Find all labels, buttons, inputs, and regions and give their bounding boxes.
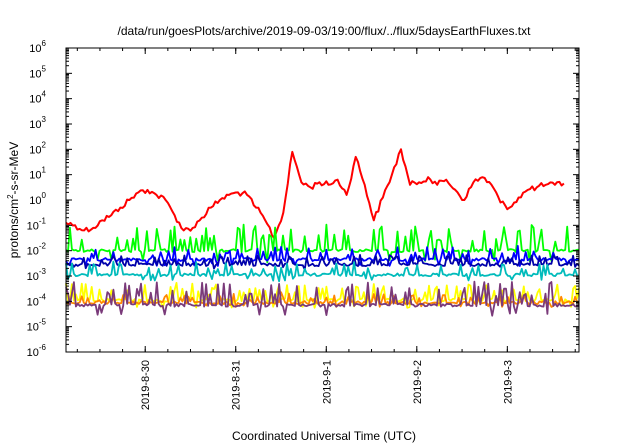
y-tick-label: 100 bbox=[29, 191, 46, 207]
y-tick-exponent: -5 bbox=[39, 318, 47, 327]
y-tick-exponent: 1 bbox=[42, 166, 47, 175]
y-tick-exponent: 5 bbox=[42, 64, 47, 73]
x-axis-label: Coordinated Universal Time (UTC) bbox=[232, 429, 416, 443]
y-tick-label: 102 bbox=[29, 140, 46, 156]
y-tick-exponent: 3 bbox=[42, 115, 47, 124]
y-tick-label: 10-1 bbox=[27, 216, 47, 232]
y-tick-exponent: 2 bbox=[42, 140, 47, 149]
x-tick-label: 2019-9-1 bbox=[321, 360, 333, 404]
y-tick-label: 101 bbox=[29, 166, 46, 182]
series-layer bbox=[65, 148, 580, 317]
y-tick-base: 10 bbox=[29, 170, 41, 182]
x-tick-label: 2019-9-3 bbox=[502, 360, 514, 404]
y-tick-base: 10 bbox=[29, 144, 41, 156]
y-axis-label-rest: -s-sr-MeV bbox=[7, 142, 21, 195]
y-tick-label: 10-2 bbox=[27, 242, 47, 258]
y-tick-base: 10 bbox=[29, 43, 41, 55]
y-axis-ticks: 10-610-510-410-310-210-11001011021031041… bbox=[27, 39, 579, 359]
y-tick-base: 10 bbox=[27, 246, 39, 258]
series-line-8 bbox=[65, 280, 580, 317]
y-tick-base: 10 bbox=[29, 94, 41, 106]
series-line-7 bbox=[65, 291, 580, 308]
y-tick-label: 105 bbox=[29, 64, 46, 80]
y-tick-base: 10 bbox=[27, 322, 39, 334]
y-tick-base: 10 bbox=[27, 296, 39, 308]
y-tick-exponent: 4 bbox=[42, 90, 47, 99]
y-tick-label: 10-5 bbox=[27, 318, 47, 334]
y-tick-base: 10 bbox=[29, 68, 41, 80]
chart-title: /data/run/goesPlots/archive/2019-09-03/1… bbox=[118, 24, 532, 38]
y-tick-exponent: -3 bbox=[39, 267, 47, 276]
y-tick-label: 106 bbox=[29, 39, 46, 55]
series-line-2 bbox=[65, 223, 579, 264]
x-tick-label: 2019-9-2 bbox=[412, 360, 424, 404]
y-axis-label: protons/cm2-s-sr-MeV bbox=[6, 142, 21, 258]
y-axis-label-main: protons/cm bbox=[7, 199, 21, 258]
series-line-1 bbox=[65, 148, 565, 239]
x-tick-label: 2019-8-30 bbox=[140, 360, 152, 410]
y-tick-label: 10-4 bbox=[27, 292, 47, 308]
y-tick-base: 10 bbox=[27, 271, 39, 283]
series-line-5 bbox=[65, 260, 580, 283]
y-tick-label: 104 bbox=[29, 90, 46, 106]
x-tick-label: 2019-8-31 bbox=[231, 360, 243, 410]
y-tick-base: 10 bbox=[27, 347, 39, 359]
x-axis-ticks: 2019-8-30 2019-8-31 2019-9-1 2019-9-2 2019-9… bbox=[76, 48, 576, 410]
y-tick-label: 10-6 bbox=[27, 343, 47, 359]
y-tick-exponent: -4 bbox=[39, 292, 47, 301]
y-tick-base: 10 bbox=[29, 195, 41, 207]
y-axis-label-sup: 2 bbox=[6, 194, 15, 199]
series-line-4 bbox=[65, 254, 580, 271]
y-tick-base: 10 bbox=[29, 119, 41, 131]
y-tick-exponent: -2 bbox=[39, 242, 47, 251]
y-tick-exponent: -1 bbox=[39, 216, 47, 225]
y-tick-label: 10-3 bbox=[27, 267, 47, 283]
y-tick-label: 103 bbox=[29, 115, 46, 131]
y-tick-exponent: -6 bbox=[39, 343, 47, 352]
y-tick-exponent: 0 bbox=[42, 191, 47, 200]
y-tick-base: 10 bbox=[27, 220, 39, 232]
y-tick-exponent: 6 bbox=[42, 39, 47, 48]
